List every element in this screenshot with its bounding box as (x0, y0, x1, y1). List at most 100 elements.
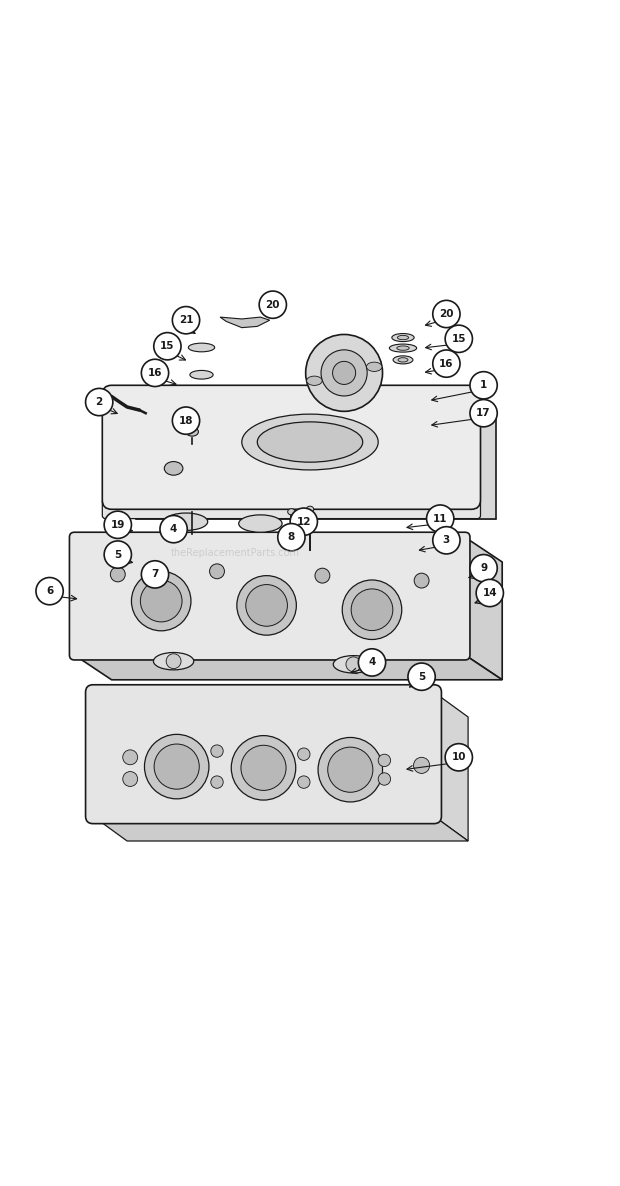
Ellipse shape (393, 356, 413, 364)
Text: 14: 14 (482, 588, 497, 598)
Ellipse shape (392, 333, 414, 342)
Polygon shape (93, 816, 468, 841)
Circle shape (241, 745, 286, 790)
Text: 3: 3 (443, 535, 450, 546)
Circle shape (408, 663, 435, 690)
Text: 15: 15 (451, 333, 466, 344)
Circle shape (433, 527, 460, 554)
Circle shape (290, 508, 317, 535)
Circle shape (332, 362, 356, 384)
FancyBboxPatch shape (69, 533, 470, 659)
Circle shape (166, 653, 181, 669)
Ellipse shape (397, 346, 409, 350)
Circle shape (321, 350, 367, 396)
Ellipse shape (154, 652, 194, 670)
Circle shape (246, 585, 288, 626)
Ellipse shape (389, 344, 417, 352)
Text: 7: 7 (151, 569, 159, 580)
Text: 16: 16 (439, 358, 454, 369)
Ellipse shape (186, 427, 198, 436)
Text: theReplacementParts.com: theReplacementParts.com (171, 548, 300, 557)
Text: 9: 9 (480, 563, 487, 573)
Text: 21: 21 (179, 315, 193, 325)
Ellipse shape (398, 358, 408, 362)
Circle shape (318, 738, 383, 802)
Text: 19: 19 (110, 519, 125, 530)
Ellipse shape (288, 509, 295, 515)
Circle shape (172, 306, 200, 333)
Ellipse shape (257, 422, 363, 463)
Ellipse shape (190, 370, 213, 380)
Circle shape (445, 744, 472, 771)
Circle shape (36, 578, 63, 605)
Circle shape (131, 572, 191, 631)
Circle shape (427, 505, 454, 533)
Circle shape (298, 776, 310, 789)
Polygon shape (220, 317, 270, 327)
Circle shape (210, 563, 224, 579)
Circle shape (104, 511, 131, 538)
Ellipse shape (164, 514, 208, 530)
Circle shape (237, 575, 296, 636)
Circle shape (123, 772, 138, 786)
Circle shape (358, 649, 386, 676)
Circle shape (231, 735, 296, 801)
Circle shape (298, 748, 310, 760)
Text: 4: 4 (368, 657, 376, 668)
Polygon shape (74, 655, 502, 680)
Text: 20: 20 (265, 300, 280, 310)
Ellipse shape (242, 414, 378, 470)
Circle shape (351, 589, 393, 631)
Circle shape (160, 516, 187, 543)
Circle shape (470, 371, 497, 398)
Text: 10: 10 (451, 752, 466, 763)
Text: 5: 5 (114, 549, 122, 560)
Polygon shape (434, 693, 468, 841)
Ellipse shape (334, 656, 373, 672)
Circle shape (315, 568, 330, 584)
Text: 6: 6 (46, 586, 53, 597)
Circle shape (140, 580, 182, 621)
Circle shape (306, 334, 383, 412)
Ellipse shape (306, 506, 314, 512)
Ellipse shape (366, 362, 382, 371)
Text: 5: 5 (418, 671, 425, 682)
Circle shape (278, 523, 305, 550)
Circle shape (342, 580, 402, 639)
Text: 16: 16 (148, 368, 162, 378)
Circle shape (470, 555, 497, 582)
Text: 8: 8 (288, 533, 295, 542)
Circle shape (414, 573, 429, 588)
FancyBboxPatch shape (102, 385, 480, 509)
Polygon shape (112, 500, 496, 518)
FancyBboxPatch shape (86, 684, 441, 823)
Circle shape (141, 359, 169, 387)
Text: 11: 11 (433, 514, 448, 523)
Circle shape (172, 407, 200, 434)
Ellipse shape (239, 515, 282, 533)
Text: 4: 4 (170, 524, 177, 534)
Circle shape (104, 541, 131, 568)
Circle shape (110, 567, 125, 582)
Circle shape (470, 400, 497, 427)
Circle shape (211, 776, 223, 789)
Circle shape (328, 747, 373, 792)
Circle shape (154, 744, 199, 789)
Circle shape (414, 758, 430, 773)
Ellipse shape (188, 343, 215, 352)
Text: 15: 15 (160, 342, 175, 351)
Circle shape (211, 745, 223, 758)
Circle shape (346, 657, 361, 671)
Text: 12: 12 (296, 517, 311, 527)
Polygon shape (465, 537, 502, 680)
Ellipse shape (164, 461, 183, 476)
Text: 1: 1 (480, 381, 487, 390)
Circle shape (123, 750, 138, 765)
Circle shape (433, 350, 460, 377)
Ellipse shape (307, 376, 322, 385)
Circle shape (378, 754, 391, 766)
Polygon shape (136, 413, 496, 518)
Circle shape (141, 561, 169, 588)
Circle shape (86, 388, 113, 415)
Circle shape (259, 291, 286, 318)
